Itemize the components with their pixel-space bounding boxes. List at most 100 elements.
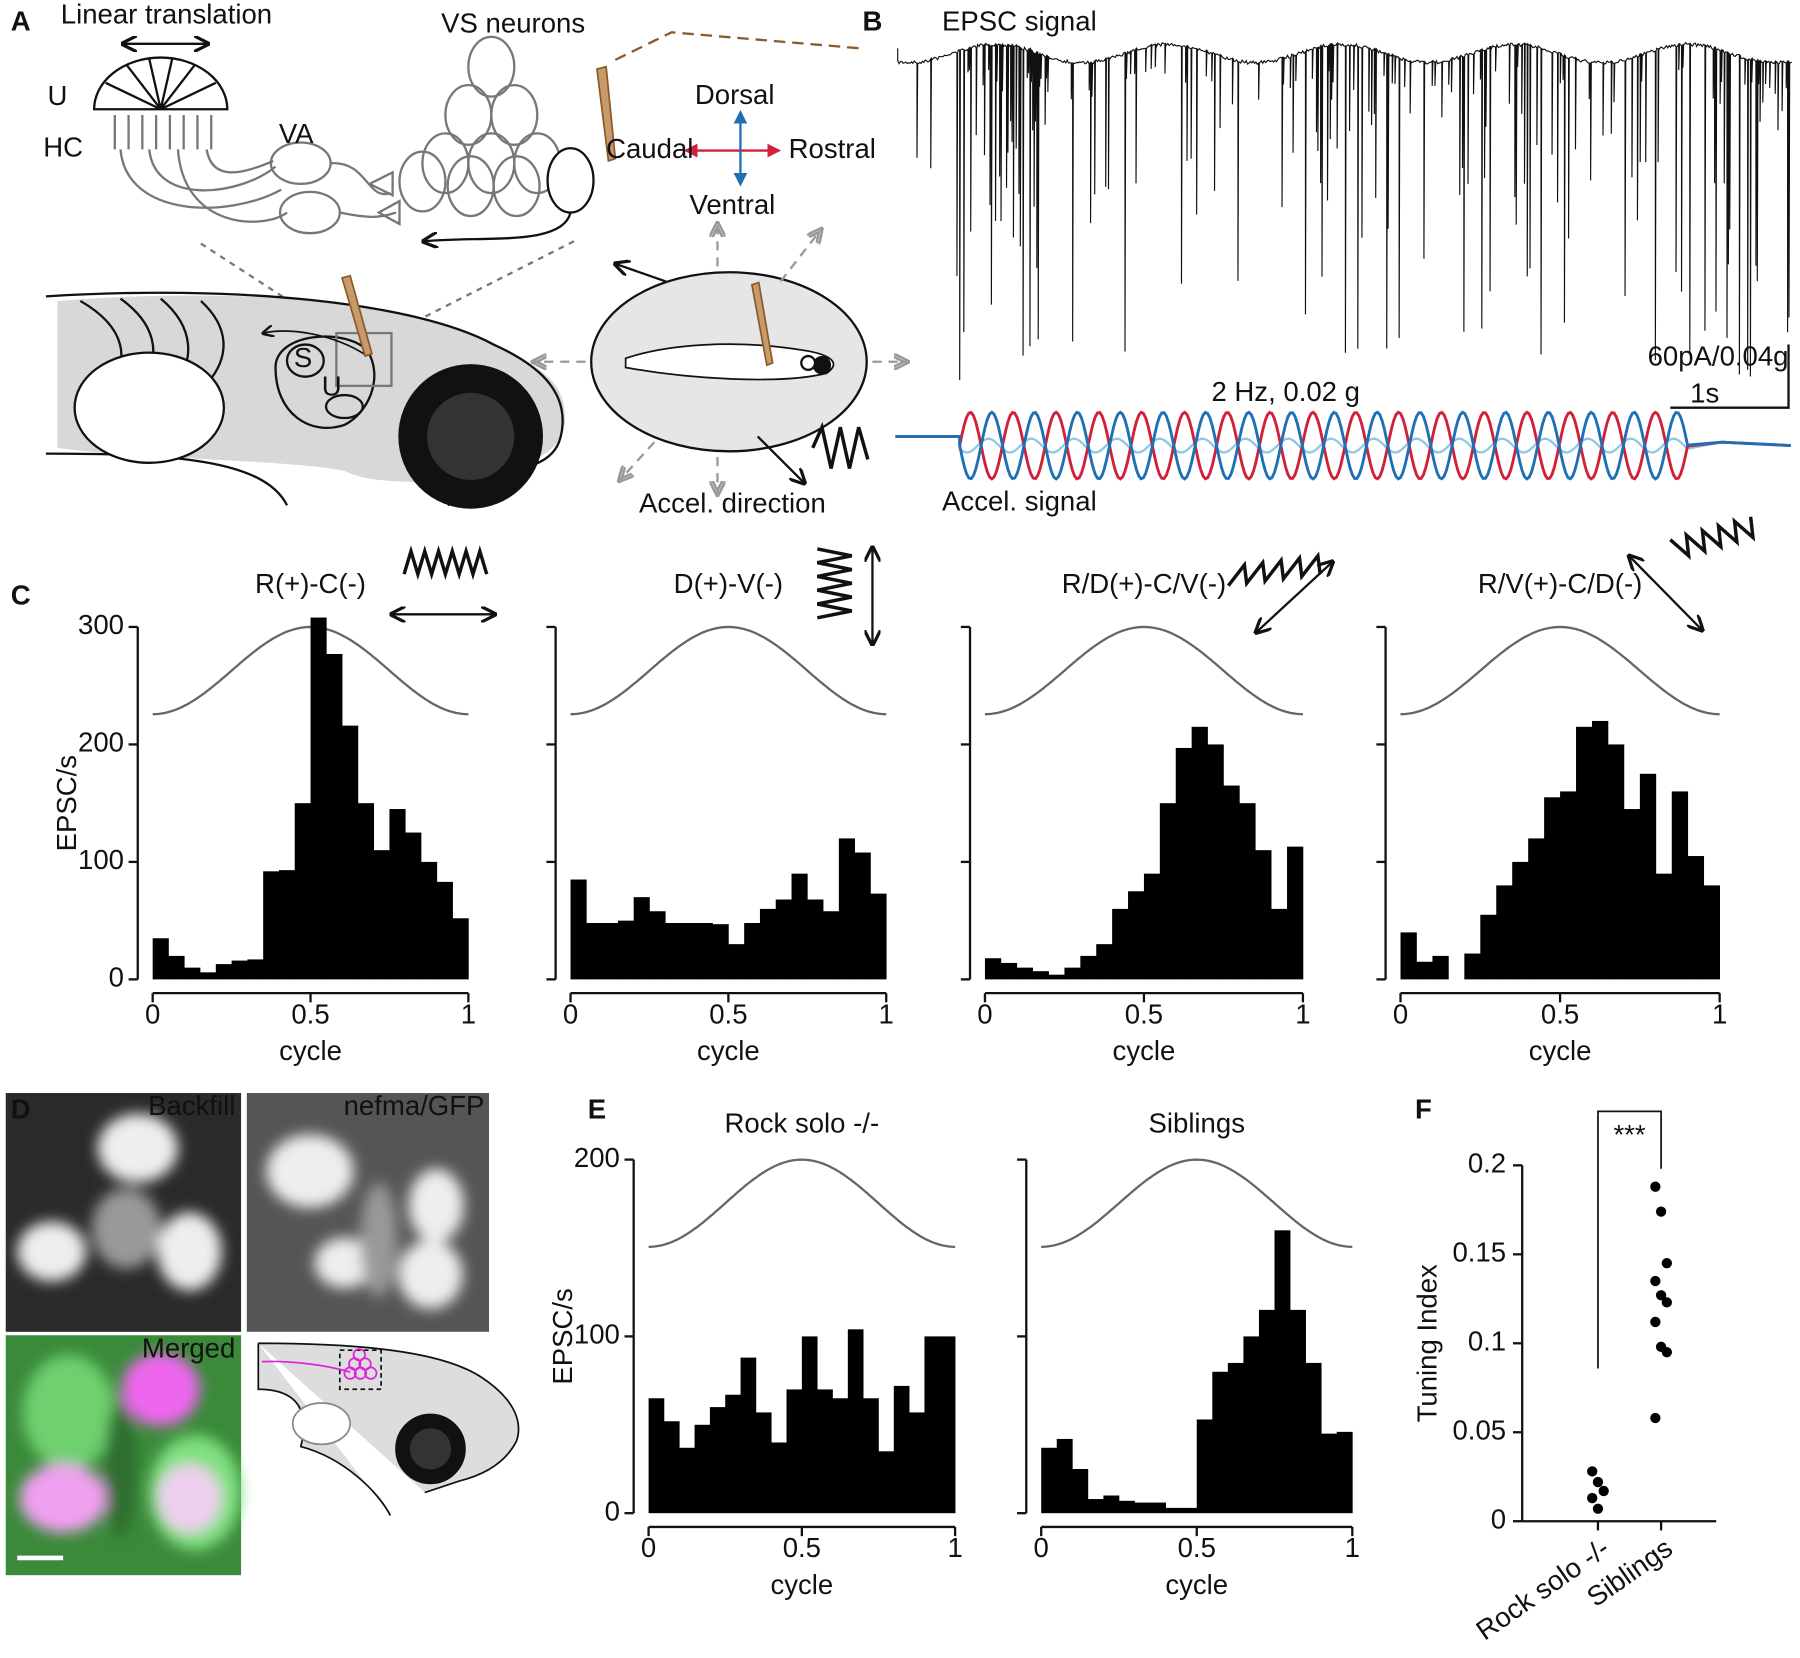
bar — [1175, 747, 1192, 980]
bar — [1150, 1502, 1166, 1514]
bar — [755, 1412, 772, 1514]
bar — [1496, 885, 1513, 980]
x-tick-label: 1 — [947, 1532, 962, 1563]
panel-label: A — [11, 5, 31, 36]
diagram-label: S — [294, 342, 312, 373]
bar — [1223, 785, 1240, 980]
point — [1661, 1297, 1673, 1308]
bar — [924, 1336, 941, 1514]
diagram-label: HC — [43, 132, 83, 163]
y-tick-label: 200 — [574, 1142, 620, 1173]
bar — [696, 922, 713, 980]
bar — [1480, 914, 1497, 980]
bar — [1671, 791, 1689, 980]
icon-wave — [1669, 516, 1756, 560]
bar — [421, 861, 438, 980]
bar — [712, 924, 729, 980]
y-tick-label: 300 — [78, 609, 124, 640]
y-tick-label: 0 — [109, 962, 124, 993]
bar — [838, 838, 855, 980]
y-tick-label: 0.05 — [1452, 1415, 1506, 1446]
stimulus-cycle — [1041, 1158, 1353, 1249]
point — [1592, 1476, 1604, 1488]
bar — [373, 850, 390, 980]
bar — [1032, 971, 1049, 980]
chart-title: R(+)-C(-) — [255, 568, 366, 599]
bar — [1134, 1502, 1151, 1514]
bar — [679, 1447, 695, 1514]
diagram-label: VS neurons — [441, 8, 585, 39]
trace-label: 60pA/0.04g — [1648, 341, 1789, 372]
bar — [1181, 1507, 1198, 1514]
bar — [263, 871, 280, 980]
bar — [1290, 1309, 1306, 1514]
trace-label: Accel. signal — [942, 485, 1097, 516]
y-tick-label: 0.15 — [1452, 1237, 1506, 1268]
bar — [832, 1398, 849, 1514]
bar — [817, 1389, 833, 1514]
diagram-label: VA — [279, 118, 314, 149]
diagram-label: Caudal — [606, 133, 693, 164]
bar — [744, 922, 761, 980]
bar — [1118, 1500, 1135, 1514]
accel-trace-y — [895, 410, 1791, 481]
x-axis-label: cycle — [770, 1569, 833, 1600]
icon-wave — [1226, 551, 1322, 588]
bar — [1544, 797, 1561, 980]
bar — [1064, 967, 1081, 980]
panel-label: F — [1415, 1094, 1432, 1125]
y-axis-label: EPSC/s — [547, 1288, 578, 1384]
bar — [1227, 1362, 1244, 1514]
y-tick-label: 0.1 — [1468, 1326, 1506, 1357]
x-tick-label: 0 — [145, 998, 160, 1029]
bar — [247, 959, 264, 980]
bar — [694, 1424, 711, 1514]
diagram-a — [45, 31, 907, 509]
x-tick-label: 0.5 — [291, 998, 329, 1029]
x-axis-label: cycle — [279, 1035, 342, 1066]
bar — [1607, 744, 1625, 980]
x-axis-label: cycle — [1113, 1035, 1176, 1066]
x-tick-label: 0 — [977, 998, 992, 1029]
bar — [1305, 1362, 1322, 1514]
bar — [870, 893, 887, 980]
diagram-label: U — [322, 370, 342, 401]
stimulus-cycle — [1400, 625, 1720, 716]
trace-label: EPSC signal — [942, 5, 1097, 36]
icon-arrow — [1630, 557, 1701, 629]
bar — [326, 653, 343, 980]
x-tick-label: 1 — [1712, 998, 1727, 1029]
bar — [791, 873, 808, 980]
bar — [1623, 809, 1641, 980]
bar — [1243, 1336, 1260, 1514]
bar — [1048, 974, 1065, 980]
bar — [740, 1357, 757, 1514]
diagram-label: Accel. direction — [639, 488, 826, 519]
bar — [807, 899, 824, 980]
x-tick-label: 0 — [563, 998, 578, 1029]
diagram-label: Rostral — [789, 133, 876, 164]
bar — [1639, 773, 1657, 980]
icon-wave — [817, 547, 853, 620]
bar — [1576, 726, 1593, 980]
bar — [893, 1385, 910, 1514]
stimulus-icon — [393, 545, 494, 614]
point — [1661, 1258, 1673, 1269]
point — [1655, 1206, 1667, 1217]
point — [1587, 1492, 1598, 1504]
bar — [801, 1336, 818, 1514]
diagram-label: Dorsal — [695, 79, 775, 110]
y-tick-label: 200 — [78, 727, 124, 758]
x-tick-label: 0.5 — [1178, 1532, 1216, 1563]
bar — [152, 938, 169, 980]
point — [1592, 1503, 1604, 1514]
bar — [649, 911, 666, 980]
significance-bracket — [1597, 1110, 1662, 1369]
bar — [775, 899, 792, 980]
bar — [1336, 1431, 1353, 1514]
bar — [405, 832, 422, 980]
y-tick-label: 0.2 — [1468, 1148, 1506, 1179]
bar — [1196, 1419, 1213, 1514]
